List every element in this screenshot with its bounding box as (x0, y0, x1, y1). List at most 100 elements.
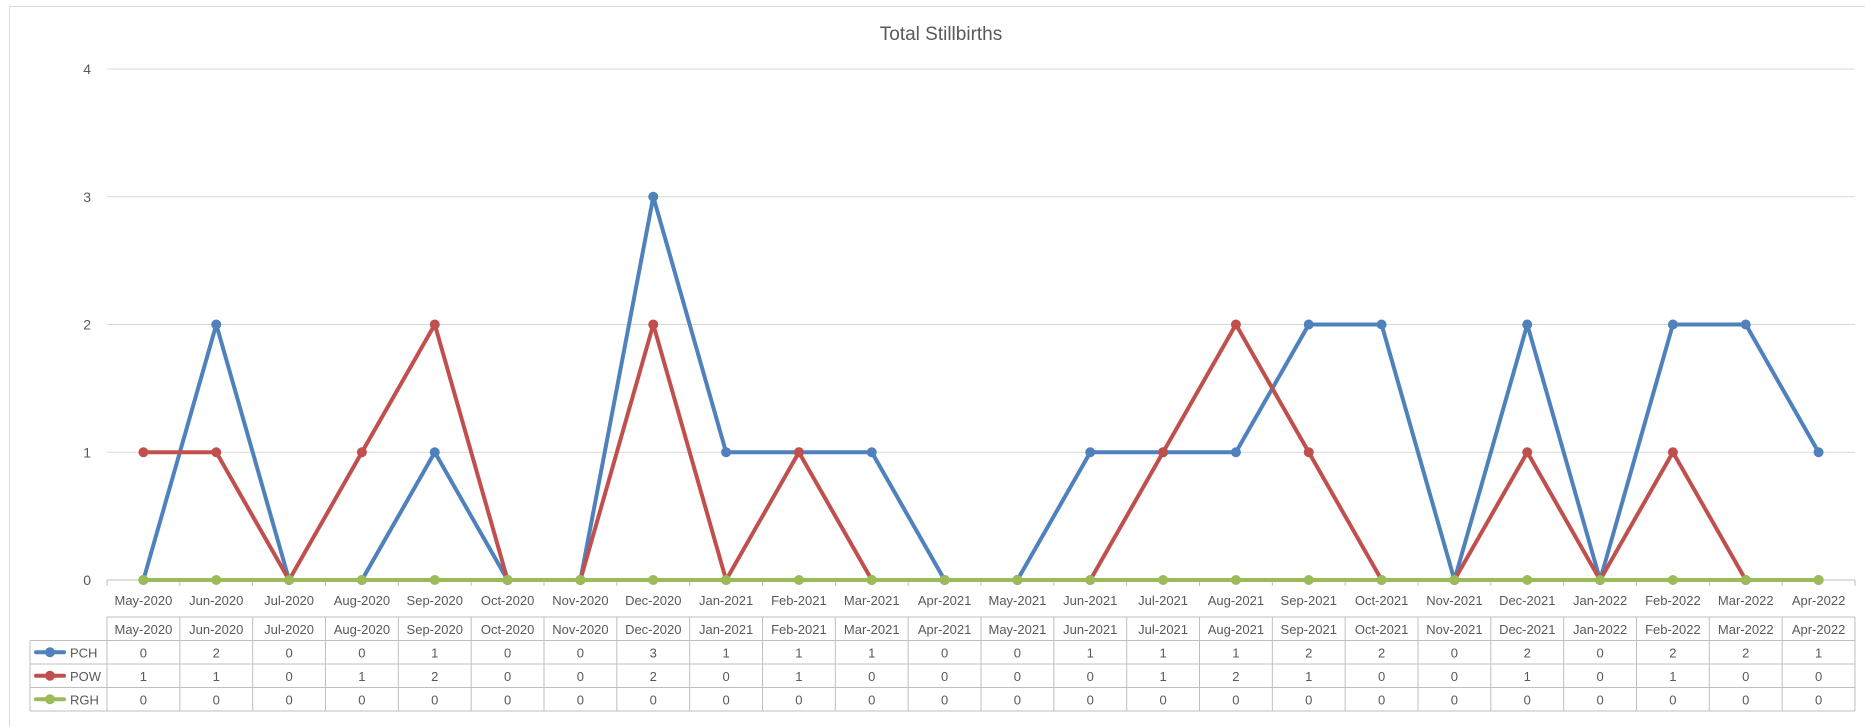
table-value-cell: 0 (577, 669, 584, 684)
data-point-pch (1376, 319, 1387, 330)
data-point-pch (1085, 447, 1096, 458)
x-tick-label: Jan-2021 (699, 593, 753, 608)
table-value-cell: 1 (140, 669, 147, 684)
table-value-cell: 0 (722, 692, 729, 707)
table-header-cell: Dec-2020 (625, 622, 681, 637)
data-point-rgh (1230, 575, 1241, 585)
data-point-pch (1813, 447, 1824, 458)
data-point-pch (648, 191, 659, 202)
table-header-cell: Jan-2022 (1573, 622, 1627, 637)
data-point-rgh (575, 575, 586, 585)
y-tick-label: 4 (83, 61, 91, 77)
x-tick-label: Mar-2022 (1718, 593, 1774, 608)
table-value-cell: 1 (431, 645, 438, 660)
data-point-rgh (793, 575, 804, 585)
data-point-rgh (1449, 575, 1460, 585)
table-value-cell: 0 (1596, 692, 1603, 707)
table-value-cell: 0 (868, 669, 875, 684)
table-value-cell: 0 (941, 645, 948, 660)
table-header-cell: Feb-2021 (771, 622, 827, 637)
table-value-cell: 0 (1596, 645, 1603, 660)
table-value-cell: 0 (1159, 692, 1166, 707)
table-value-cell: 0 (1378, 692, 1385, 707)
table-value-cell: 0 (285, 669, 292, 684)
x-tick-label: Feb-2022 (1645, 593, 1701, 608)
x-tick-label: Sep-2020 (407, 593, 463, 608)
data-point-pow (1230, 319, 1241, 330)
table-header-cell: Jul-2020 (264, 622, 314, 637)
data-point-pch (721, 447, 732, 458)
table-value-cell: 3 (650, 645, 657, 660)
x-tick-label: Dec-2021 (1499, 593, 1555, 608)
data-point-pow (1667, 447, 1678, 458)
y-tick-label: 2 (83, 317, 91, 333)
table-value-cell: 0 (431, 692, 438, 707)
x-tick-label: Sep-2021 (1281, 593, 1337, 608)
data-point-rgh (1158, 575, 1169, 585)
legend-label: PCH (70, 645, 97, 660)
x-tick-label: Apr-2021 (918, 593, 971, 608)
data-point-rgh (1595, 575, 1606, 585)
x-tick-label: Oct-2020 (481, 593, 534, 608)
data-point-pow (429, 319, 440, 330)
table-value-cell: 0 (1014, 645, 1021, 660)
table-value-cell: 0 (1378, 669, 1385, 684)
table-value-cell: 1 (358, 669, 365, 684)
data-point-pch (1667, 319, 1678, 330)
table-value-cell: 2 (1232, 669, 1239, 684)
table-value-cell: 0 (1524, 692, 1531, 707)
chart-title: Total Stillbirths (880, 24, 1003, 45)
table-value-cell: 0 (504, 692, 511, 707)
x-tick-label: Dec-2020 (625, 593, 681, 608)
data-point-pow (648, 319, 659, 330)
table-value-cell: 2 (1305, 645, 1312, 660)
table-value-cell: 0 (795, 692, 802, 707)
table-header-cell: May-2021 (989, 622, 1047, 637)
x-tick-label: Jan-2022 (1573, 593, 1627, 608)
y-axis: 0 1 2 3 4 (83, 61, 91, 588)
table-value-cell: 0 (941, 669, 948, 684)
table-value-cell: 1 (868, 645, 875, 660)
table-header-cell: Jul-2021 (1138, 622, 1188, 637)
table-value-cell: 1 (1087, 645, 1094, 660)
table-value-cell: 0 (1815, 692, 1822, 707)
table-header-cell: Aug-2020 (334, 622, 390, 637)
table-value-cell: 1 (795, 669, 802, 684)
table-value-cell: 2 (431, 669, 438, 684)
table-value-cell: 0 (577, 692, 584, 707)
data-point-rgh (1522, 575, 1533, 585)
table-value-cell: 0 (650, 692, 657, 707)
table-value-cell: 0 (1451, 669, 1458, 684)
data-point-rgh (1012, 575, 1023, 585)
x-tick-label: Aug-2021 (1208, 593, 1264, 608)
table-value-cell: 1 (1159, 669, 1166, 684)
data-point-rgh (721, 575, 732, 585)
table-value-cell: 0 (1087, 669, 1094, 684)
table-header-cell: Nov-2021 (1426, 622, 1482, 637)
table-value-cell: 1 (1159, 645, 1166, 660)
data-point-rgh (866, 575, 877, 585)
table-value-cell: 0 (1742, 669, 1749, 684)
table-value-cell: 0 (213, 692, 220, 707)
table-value-cell: 1 (213, 669, 220, 684)
table-value-cell: 0 (1014, 669, 1021, 684)
x-tick-label: May-2021 (989, 593, 1047, 608)
table-value-cell: 0 (722, 669, 729, 684)
x-tick-label: Jul-2021 (1138, 593, 1188, 608)
data-point-pch (1740, 319, 1751, 330)
table-value-cell: 0 (1232, 692, 1239, 707)
data-point-rgh (429, 575, 440, 585)
table-value-cell: 0 (358, 692, 365, 707)
series-lines (138, 191, 1824, 585)
data-point-pch (429, 447, 440, 458)
table-header-cell: May-2020 (115, 622, 173, 637)
data-point-rgh (138, 575, 149, 585)
table-value-cell: 0 (1669, 692, 1676, 707)
x-tick-label: Oct-2021 (1355, 593, 1408, 608)
table-header-cell: Apr-2022 (1792, 622, 1845, 637)
data-table: May-2020 Jun-2020 Jul-2020 Aug-2020 Sep-2020… (29, 616, 1856, 712)
table-value-cell: 1 (1232, 645, 1239, 660)
x-tick-label: Jun-2021 (1063, 593, 1117, 608)
table-value-cell: 0 (1305, 692, 1312, 707)
data-point-pow (793, 447, 804, 458)
